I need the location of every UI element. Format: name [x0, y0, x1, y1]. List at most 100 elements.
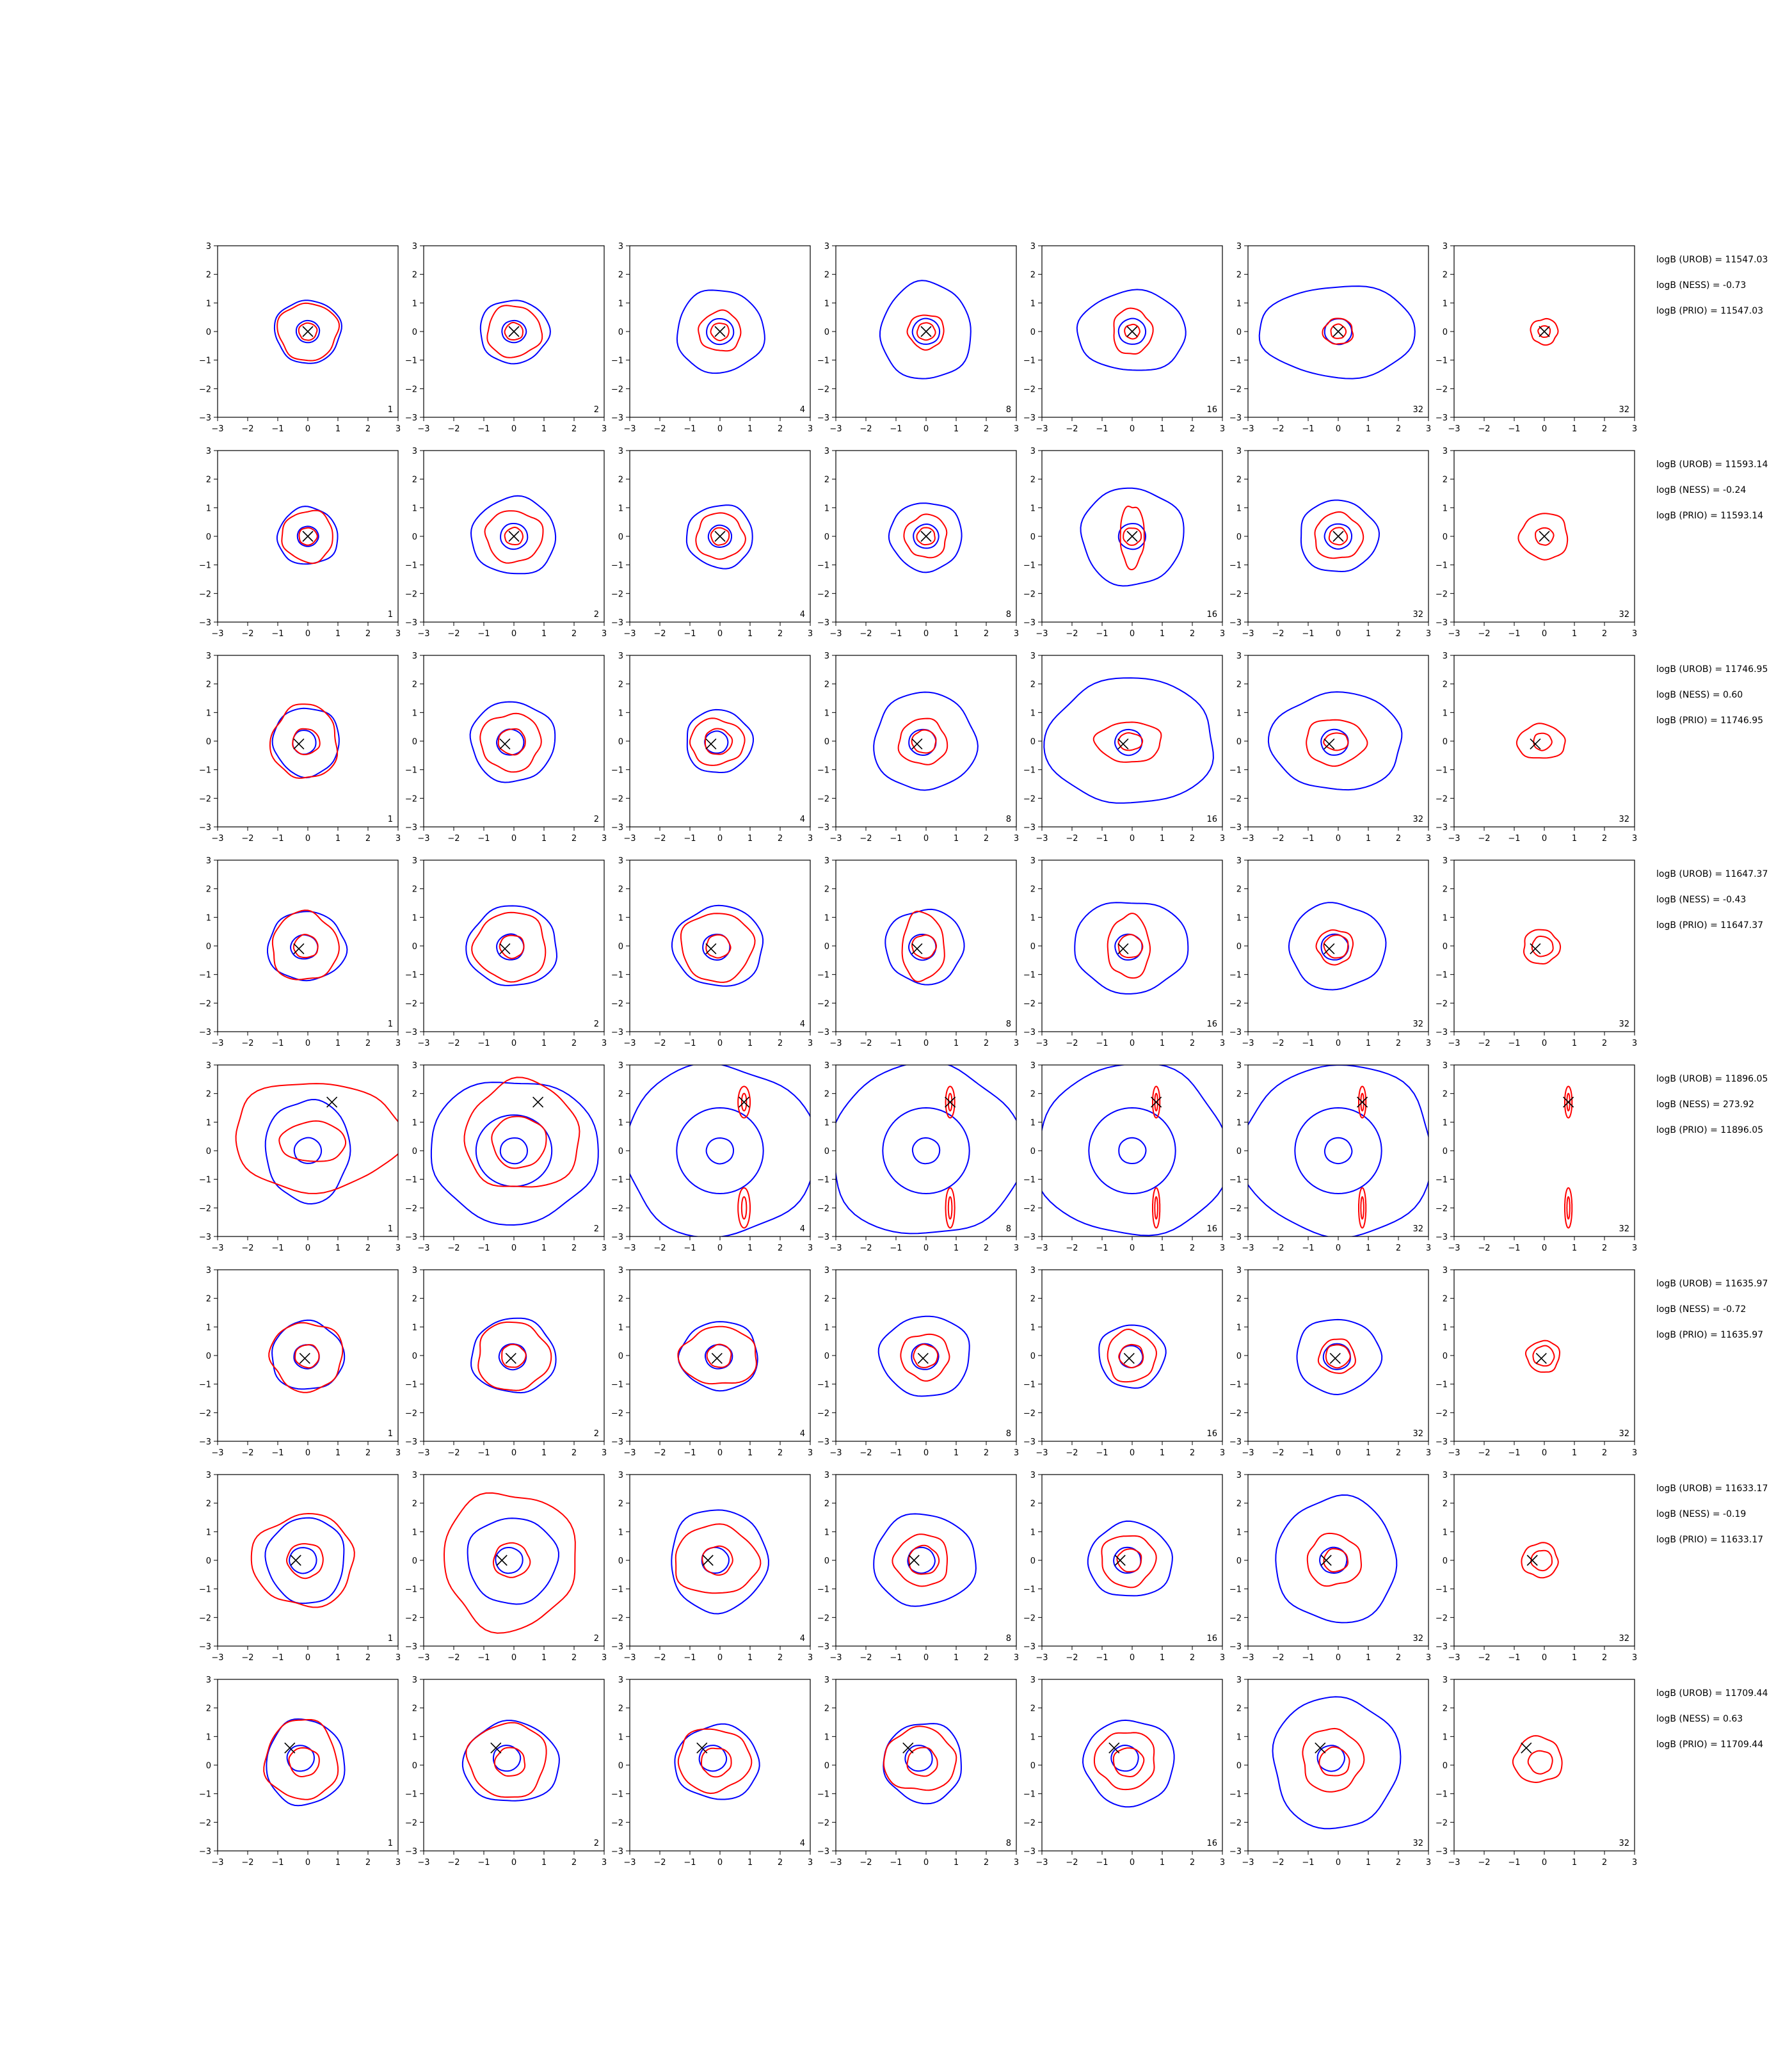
blue-contour-outer [470, 1317, 557, 1394]
y-tick-label: 2 [206, 885, 211, 895]
x-tick-label: 3 [602, 1448, 607, 1458]
x-tick-label: 2 [1396, 1653, 1401, 1663]
y-tick-label: 2 [1030, 1704, 1036, 1714]
y-tick-label: −1 [199, 766, 211, 776]
y-tick-label: −3 [405, 1437, 417, 1447]
y-tick-label: −3 [1023, 1028, 1036, 1037]
y-tick-label: 2 [1443, 680, 1448, 690]
x-tick-label: −2 [241, 424, 253, 434]
y-tick-label: −3 [199, 1437, 211, 1447]
plot-area [465, 905, 558, 986]
y-tick-label: 2 [824, 1090, 829, 1100]
panel-count-label: 32 [1412, 1634, 1423, 1644]
x-tick-label: −2 [447, 424, 460, 434]
x-tick-label: 0 [1130, 629, 1135, 639]
blue-contour-inner [1324, 1137, 1353, 1165]
x-tick-label: 1 [1572, 1244, 1577, 1253]
plot-area [1512, 1735, 1563, 1784]
x-tick-label: 0 [511, 1858, 516, 1868]
marker-x [714, 531, 726, 542]
panel-r4-c6: −3 −2 −1 0 1 2 3 −3 −2 −1 0 1 2 3 32 [1229, 856, 1431, 1048]
x-tick-label: −1 [1096, 1653, 1108, 1663]
panel-r4-c2: −3 −2 −1 0 1 2 3 −3 −2 −1 0 1 2 3 2 [405, 856, 607, 1048]
red-contour-outer [675, 1523, 762, 1594]
blue-contour-mid [882, 1107, 970, 1195]
x-tick-label: 3 [1632, 424, 1637, 434]
plot-area [1563, 1085, 1574, 1229]
red-contour-outer [698, 309, 742, 352]
x-tick-label: −2 [241, 834, 253, 844]
red-contour-outer [443, 1492, 576, 1634]
x-tick-label: −2 [860, 1039, 872, 1048]
y-tick-label: 1 [1236, 504, 1242, 513]
y-tick-label: −1 [199, 971, 211, 980]
x-tick-label: 3 [602, 1244, 607, 1253]
y-tick-label: −2 [405, 999, 417, 1009]
y-tick-label: −1 [1023, 356, 1036, 366]
x-tick-label: 3 [1014, 1858, 1019, 1868]
x-tick-label: 1 [1160, 629, 1165, 639]
red-contour-outer [479, 712, 542, 773]
x-tick-label: −3 [417, 1448, 429, 1458]
panel-count-label: 2 [594, 405, 599, 415]
panel-count-label: 2 [594, 610, 599, 620]
axes-frame [423, 860, 605, 1032]
x-tick-label: 2 [1602, 1858, 1607, 1868]
x-tick-label: 3 [602, 834, 607, 844]
marker-x [496, 1555, 508, 1566]
y-tick-label: −3 [1023, 1642, 1036, 1652]
y-tick-label: 3 [618, 1676, 623, 1685]
y-tick-label: 1 [618, 708, 623, 718]
x-tick-label: 2 [572, 1244, 577, 1253]
panel-r5-c6: −3 −2 −1 0 1 2 3 −3 −2 −1 0 1 2 3 32 [1229, 1061, 1431, 1253]
red-contour-narrow-inner [740, 1196, 748, 1220]
red-contour-inner [704, 728, 733, 755]
x-tick-label: 2 [984, 424, 989, 434]
x-tick-label: −2 [447, 1244, 460, 1253]
y-tick-label: −1 [405, 1790, 417, 1800]
y-tick-label: −2 [817, 1204, 829, 1213]
y-tick-label: −3 [1436, 1028, 1448, 1037]
x-tick-label: 3 [1426, 1448, 1431, 1458]
panel-r5-c4: −3 −2 −1 0 1 2 3 −3 −2 −1 0 1 2 3 8 [817, 1061, 1019, 1253]
y-tick-label: 0 [1236, 942, 1242, 952]
y-tick-label: −2 [1436, 794, 1448, 804]
y-tick-label: 3 [1443, 447, 1448, 456]
x-tick-label: 3 [808, 1858, 813, 1868]
plot-area [1080, 487, 1185, 587]
x-tick-label: 2 [365, 1244, 371, 1253]
red-contour-outer [1107, 913, 1151, 979]
y-tick-label: 3 [618, 242, 623, 252]
axes-frame [629, 1064, 811, 1237]
x-tick-label: 3 [1426, 1858, 1431, 1868]
plot-area [1530, 317, 1559, 346]
red-contour-inner [706, 1343, 732, 1368]
x-tick-label: 3 [1220, 629, 1225, 639]
marker-x [499, 943, 511, 955]
x-tick-label: 1 [1366, 1858, 1371, 1868]
y-tick-label: −1 [1023, 1790, 1036, 1800]
red-contour-outer [680, 913, 756, 983]
x-tick-label: −3 [1242, 1858, 1254, 1868]
plot-area [1521, 1542, 1559, 1579]
panel-count-label: 32 [1619, 1634, 1629, 1644]
x-tick-label: 0 [1130, 1448, 1135, 1458]
x-tick-label: 3 [1014, 1653, 1019, 1663]
y-tick-label: −3 [611, 1028, 623, 1037]
blue-contour-outer [888, 502, 963, 573]
x-tick-label: 3 [396, 1653, 401, 1663]
x-tick-label: 1 [1160, 1039, 1165, 1048]
logb-stat-text: logB (UROB) = 11593.14 [1656, 460, 1768, 470]
red-contour-outer [484, 510, 544, 564]
y-tick-label: 2 [824, 1295, 829, 1304]
y-tick-label: 0 [1443, 1352, 1448, 1361]
x-tick-label: 3 [1426, 1244, 1431, 1253]
y-tick-label: 2 [412, 1500, 417, 1509]
y-tick-label: −1 [817, 1176, 829, 1185]
red-contour-narrow [1358, 1187, 1367, 1229]
y-tick-label: 0 [618, 1761, 623, 1771]
x-tick-label: 1 [541, 629, 547, 639]
x-tick-label: 3 [1220, 1448, 1225, 1458]
